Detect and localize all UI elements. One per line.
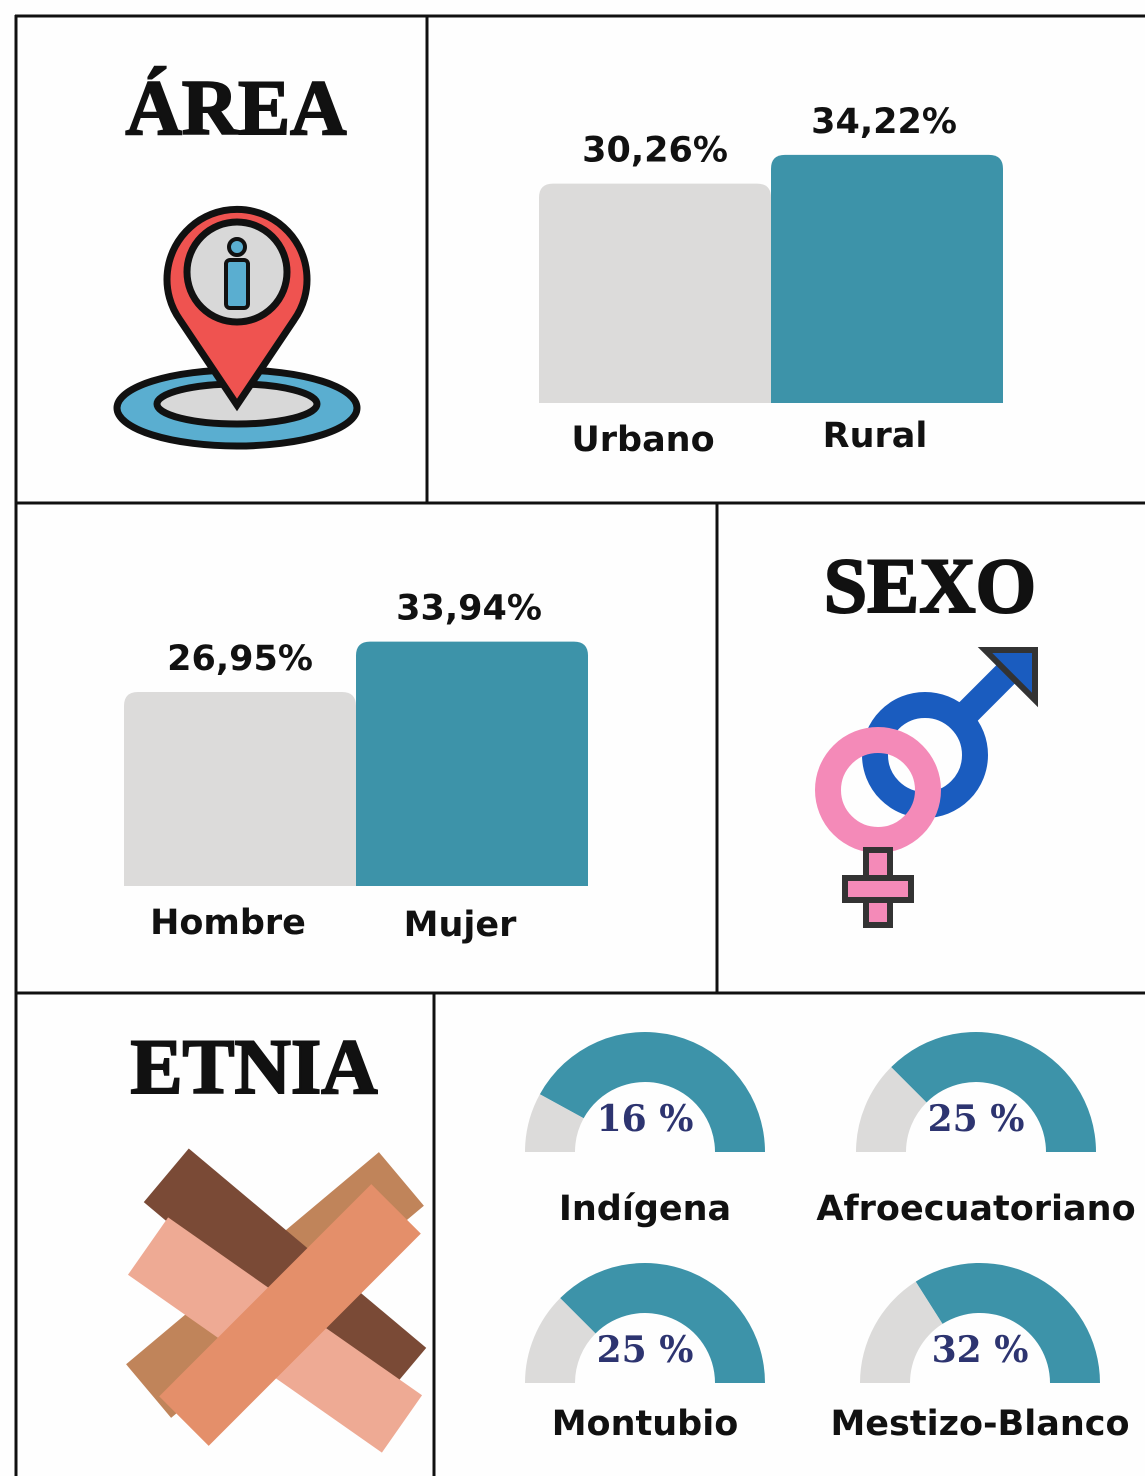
bar (539, 183, 771, 403)
category-label: Hombre (150, 903, 306, 943)
value-label: 30,26% (582, 131, 728, 171)
gauge-value (525, 1094, 584, 1152)
gauge-value (525, 1298, 596, 1383)
category-label: Mestizo-Blanco (830, 1404, 1129, 1444)
category-label: Afroecuatoriano (816, 1189, 1135, 1229)
gauge-track (891, 1032, 1096, 1152)
gauge-track (560, 1263, 765, 1383)
section-title: SEXO (824, 542, 1036, 629)
section-title: ETNIA (130, 1023, 377, 1110)
gender-icon (815, 647, 1038, 928)
frame (14, 14, 1145, 1476)
section-title: ÁREA (125, 64, 346, 151)
gauge-label: 32 % (932, 1329, 1029, 1371)
category-label: Mujer (404, 905, 517, 945)
value-label: 34,22% (811, 102, 957, 142)
category-label: Urbano (571, 420, 714, 460)
value-label: 33,94% (396, 589, 542, 629)
category-label: Indígena (559, 1189, 731, 1229)
bar (124, 691, 356, 886)
hands-icon (126, 1148, 427, 1453)
value-label: 26,95% (167, 639, 313, 679)
location-icon (113, 205, 361, 450)
gauge-track (539, 1032, 765, 1152)
category-label: Montubio (552, 1404, 739, 1444)
gauge-label: 25 % (928, 1098, 1025, 1140)
gauge-track (915, 1263, 1100, 1383)
gauge-label: 25 % (597, 1329, 694, 1371)
bar (356, 641, 588, 886)
bar (771, 154, 1003, 403)
category-label: Rural (823, 416, 928, 456)
gauge-value (856, 1067, 927, 1152)
gauge-label: 16 % (597, 1098, 694, 1140)
gauge-value (860, 1281, 943, 1383)
